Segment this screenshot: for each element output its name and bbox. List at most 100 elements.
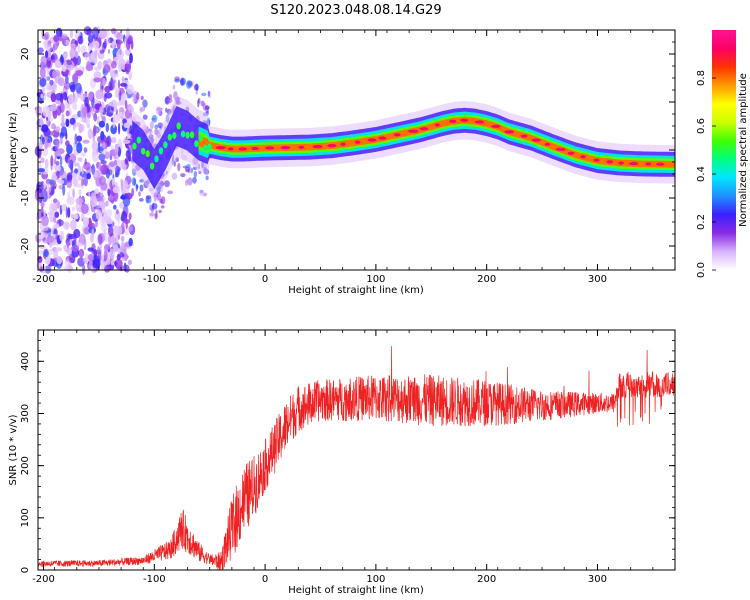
spectrogram-cell: [69, 43, 77, 50]
spectrogram-cell: [120, 179, 124, 191]
spectrogram-cell: [145, 150, 150, 158]
spectrogram-cell: [46, 82, 50, 91]
spectrogram-cell: [171, 172, 178, 180]
spectrogram-cell: [37, 250, 44, 255]
spectrogram-cell: [149, 212, 156, 217]
spectrogram-peak: [656, 162, 665, 166]
spectrogram-cell: [82, 216, 90, 227]
spectrogram-cell: [176, 122, 181, 130]
spectrogram-cell: [74, 168, 78, 174]
spectrogram-cell: [136, 92, 140, 100]
spectrogram-cell: [71, 206, 75, 212]
spectrogram-cell: [54, 211, 60, 218]
spectrogram-cell: [59, 230, 65, 242]
spectrogram-cell: [93, 71, 102, 80]
spectrogram-cell: [101, 215, 106, 225]
spectrogram-cell: [93, 77, 102, 83]
spectrogram-cell: [165, 107, 168, 113]
spectrogram-cell: [65, 110, 70, 117]
spectrogram-cell: [204, 105, 210, 110]
x-tick-label: -100: [143, 574, 166, 585]
spectrogram-cell: [47, 186, 50, 199]
spectrogram-peak: [408, 129, 419, 133]
spectrogram-cell: [105, 218, 114, 225]
spectrogram-cell: [101, 206, 106, 214]
spectrogram-cell: [74, 162, 80, 167]
spectrogram-cell: [77, 157, 83, 162]
spectrogram-cell: [40, 124, 49, 133]
spectrogram-cell: [53, 35, 60, 43]
spectrogram-cell: [54, 144, 59, 152]
spectrogram-cell: [190, 167, 194, 174]
spectrogram-cell: [186, 80, 192, 89]
spectrogram-peak: [215, 146, 226, 150]
spectrogram-cell: [85, 252, 89, 263]
spectrogram-cell: [163, 141, 168, 149]
spectrogram-cell: [128, 237, 133, 247]
spectrogram-cell: [116, 32, 123, 41]
spectrogram-cell: [151, 203, 158, 210]
spectrogram-cell: [98, 120, 106, 128]
spectrogram-cell: [125, 149, 131, 159]
spectrogram-cell: [95, 209, 102, 221]
colorbar-label: Normalized spectral amplitude: [738, 73, 749, 227]
spectrogram-cell: [42, 86, 46, 92]
spectrogram-cell: [100, 160, 107, 165]
spectrogram-peak: [298, 145, 305, 149]
spectrogram-cell: [52, 44, 55, 53]
spectrogram-cell: [114, 86, 120, 95]
spectrogram-cell: [92, 40, 100, 49]
y-tick-label: -10: [20, 190, 31, 206]
spectrogram-cell: [46, 68, 50, 76]
spectrogram-cell: [111, 60, 117, 69]
spectrogram-peak: [491, 124, 501, 128]
spectrogram-cell: [97, 234, 103, 245]
spectrogram-cell: [120, 82, 127, 87]
spectrogram-cell: [193, 171, 198, 178]
spectrogram-cell: [71, 175, 80, 185]
spectrogram-cell: [43, 209, 47, 216]
spectrogram-cell: [87, 91, 94, 102]
snr-x-ticks: -200 -100 0 100 200 300: [32, 330, 654, 585]
spectrogram-cell: [124, 63, 130, 70]
spectrogram-cell: [98, 200, 103, 207]
spectrogram-cell: [72, 73, 79, 83]
spectrogram-cell: [118, 58, 126, 70]
spectrogram-cell: [46, 43, 53, 52]
spectrogram-cell: [61, 65, 67, 72]
spectrogram-cell: [51, 123, 56, 130]
spectrogram-cell: [119, 201, 124, 209]
spectrogram-cell: [41, 33, 49, 40]
colorbar-tick-label: 0.2: [696, 214, 707, 230]
spectrogram-cell: [192, 176, 197, 184]
spectrogram-peak: [327, 144, 337, 148]
spectrogram-cell: [141, 147, 146, 155]
spectrogram-peak: [645, 162, 652, 166]
x-tick-label: -200: [32, 274, 55, 285]
spectrogram-cell: [56, 200, 61, 209]
spectrogram-cell: [113, 159, 118, 166]
spectrogram-cell: [52, 108, 58, 119]
spectrogram-cell: [115, 235, 119, 247]
y-tick-label: 10: [20, 96, 31, 109]
spectrogram-cell: [103, 250, 108, 261]
spectrogram-cell: [37, 168, 45, 173]
spectrogram-peak: [280, 146, 291, 150]
colorbar: 0.0 0.2 0.4 0.6 0.8 Normalized spectral ampl…: [696, 30, 749, 278]
spectrogram-cell: [91, 108, 94, 116]
spectrogram-cell: [135, 183, 138, 192]
y-tick-label: 200: [20, 456, 31, 475]
spectrogram-cell: [185, 131, 190, 139]
spectrogram-cell: [37, 47, 44, 54]
spectrogram-cell: [35, 105, 42, 117]
spectrogram-cell: [125, 48, 132, 56]
spectrogram-cell: [66, 144, 73, 155]
spectrogram-cell: [120, 241, 124, 251]
spectrogram-cell: [40, 157, 45, 164]
spectrogram-cell: [113, 190, 118, 203]
spectrogram-cell: [36, 231, 45, 240]
spectrogram-cell: [151, 114, 158, 123]
spectrogram-cell: [50, 92, 57, 103]
spectrogram-cell: [56, 151, 62, 156]
